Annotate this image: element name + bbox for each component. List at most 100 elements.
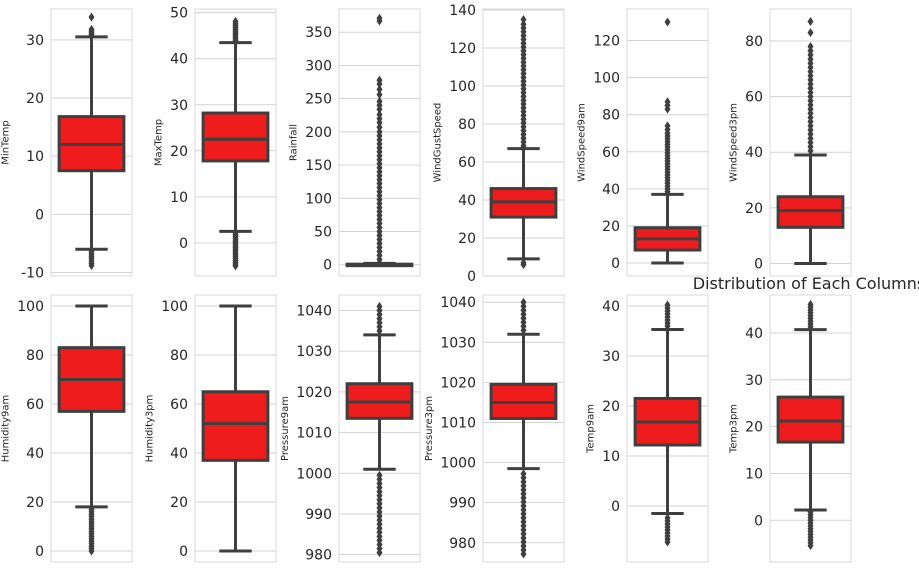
y-tick-label: 80 [26, 348, 44, 364]
y-tick-label: 80 [602, 108, 620, 124]
subplot-windspeed9am: 0 20 40 60 80 100 120 WindSpeed9am [577, 8, 709, 277]
y-tick-label: 60 [458, 155, 476, 171]
outlier-marker [520, 258, 527, 268]
subplot-grid: -100102030MinTemp01020304050MaxTemp05010… [1, 3, 852, 564]
y-tick-label: 20 [170, 495, 188, 511]
outlier-marker [807, 42, 814, 52]
y-axis-label: MinTemp [1, 120, 12, 164]
y-axis-label: Temp3pm [728, 404, 739, 454]
y-tick-label: 40 [170, 446, 188, 462]
y-tick-label: 0 [35, 207, 44, 223]
y-tick-label: 250 [305, 92, 332, 108]
y-tick-label: 20 [170, 144, 188, 160]
y-tick-label: 50 [170, 6, 188, 22]
y-tick-label: 60 [745, 90, 763, 106]
outlier-marker [88, 12, 95, 22]
y-tick-label: 30 [602, 349, 620, 365]
outlier-marker [664, 300, 671, 310]
y-tick-label: 40 [745, 145, 763, 161]
y-axis-label: Pressure3pm [424, 396, 435, 461]
y-tick-label: 1040 [296, 303, 332, 319]
y-tick-label: 20 [458, 231, 476, 247]
y-tick-label: 1000 [440, 456, 476, 472]
y-tick-label: 200 [305, 125, 332, 141]
y-tick-label: 20 [602, 219, 620, 235]
y-tick-label: -10 [21, 266, 44, 282]
y-tick-label: 0 [467, 269, 476, 285]
y-tick-label: 1030 [296, 344, 332, 360]
outlier-marker [376, 96, 383, 106]
y-tick-label: 980 [305, 548, 332, 564]
y-tick-label: 40 [458, 193, 476, 209]
outlier-marker [88, 24, 95, 34]
y-tick-label: 1020 [296, 385, 332, 401]
y-tick-label: 0 [35, 544, 44, 560]
y-tick-label: 30 [745, 373, 763, 389]
outlier-marker [664, 513, 671, 523]
iqr-box [201, 111, 270, 163]
y-tick-label: 40 [26, 446, 44, 462]
y-tick-label: 0 [179, 544, 188, 560]
y-tick-label: 40 [170, 52, 188, 68]
outlier-marker [664, 121, 671, 131]
outlier-marker [376, 301, 383, 311]
y-tick-label: 80 [458, 117, 476, 133]
y-tick-label: 40 [602, 182, 620, 198]
subplot-rainfall: 0 50 100 150 200 250 300 350 Rainfall [289, 8, 421, 277]
outlier-marker [88, 247, 95, 257]
subplot-temp3pm: 0 10 20 30 40 Temp3pm [728, 294, 852, 563]
subplot-maxtemp: 0 10 20 30 40 50 MaxTemp [153, 6, 277, 277]
y-axis-label: WindSpeed3pm [728, 103, 739, 182]
y-tick-label: 50 [314, 225, 332, 241]
y-tick-label: 0 [754, 513, 763, 529]
outlier-marker [807, 28, 814, 38]
y-tick-label: 10 [170, 190, 188, 206]
outlier-marker [376, 13, 383, 23]
y-tick-label: 80 [745, 34, 763, 50]
y-tick-label: 100 [305, 191, 332, 207]
subplot-humidity3pm: 0 20 40 60 80 100 Humidity3pm [145, 294, 277, 563]
y-axis-label: Humidity3pm [145, 395, 156, 463]
y-tick-label: 10 [26, 149, 44, 165]
y-tick-label: 0 [611, 256, 620, 272]
subplot-pressure3pm: 980 990 1000 1010 1020 1030 1040 Pressure3pm [424, 294, 565, 563]
y-tick-label: 40 [745, 326, 763, 342]
y-tick-label: 30 [170, 98, 188, 114]
figure-title: Distribution of Each Columns [693, 274, 919, 293]
y-tick-label: 20 [602, 399, 620, 415]
y-tick-label: 40 [602, 299, 620, 315]
y-axis-label: Rainfall [289, 124, 300, 161]
subplot-mintemp: -10 0 10 20 30 MinTemp [1, 8, 133, 282]
outlier-marker [376, 90, 383, 100]
y-tick-label: 100 [449, 79, 476, 95]
y-tick-label: 0 [179, 236, 188, 252]
y-tick-label: 10 [745, 466, 763, 482]
outlier-marker [376, 470, 383, 480]
subplot-temp9am: 0 10 20 30 40 Temp9am [585, 294, 709, 563]
y-tick-label: 30 [26, 33, 44, 49]
y-tick-label: 1030 [440, 335, 476, 351]
subplot-windspeed3pm: 0 20 40 60 80 WindSpeed3pm [728, 8, 852, 277]
outlier-marker [520, 14, 527, 24]
y-tick-label: 100 [593, 71, 620, 87]
outlier-marker [88, 504, 95, 514]
outlier-marker [520, 19, 527, 29]
y-axis-label: MaxTemp [153, 119, 164, 166]
y-tick-label: 100 [161, 299, 188, 315]
outlier-marker [807, 17, 814, 27]
outlier-marker [376, 122, 383, 132]
y-tick-label: 80 [170, 348, 188, 364]
subplot-pressure9am: 980 990 1000 1010 1020 1030 1040 Pressure9am [280, 294, 421, 564]
y-axis-label: Humidity9am [1, 395, 12, 463]
outlier-marker [520, 469, 527, 479]
outlier-marker [232, 228, 239, 238]
y-tick-label: 60 [602, 145, 620, 161]
y-tick-label: 60 [170, 397, 188, 413]
outlier-marker [376, 110, 383, 120]
y-tick-label: 120 [449, 41, 476, 57]
y-tick-label: 20 [745, 201, 763, 217]
outlier-marker [232, 16, 239, 26]
y-tick-label: 990 [305, 507, 332, 523]
outlier-marker [807, 507, 814, 517]
